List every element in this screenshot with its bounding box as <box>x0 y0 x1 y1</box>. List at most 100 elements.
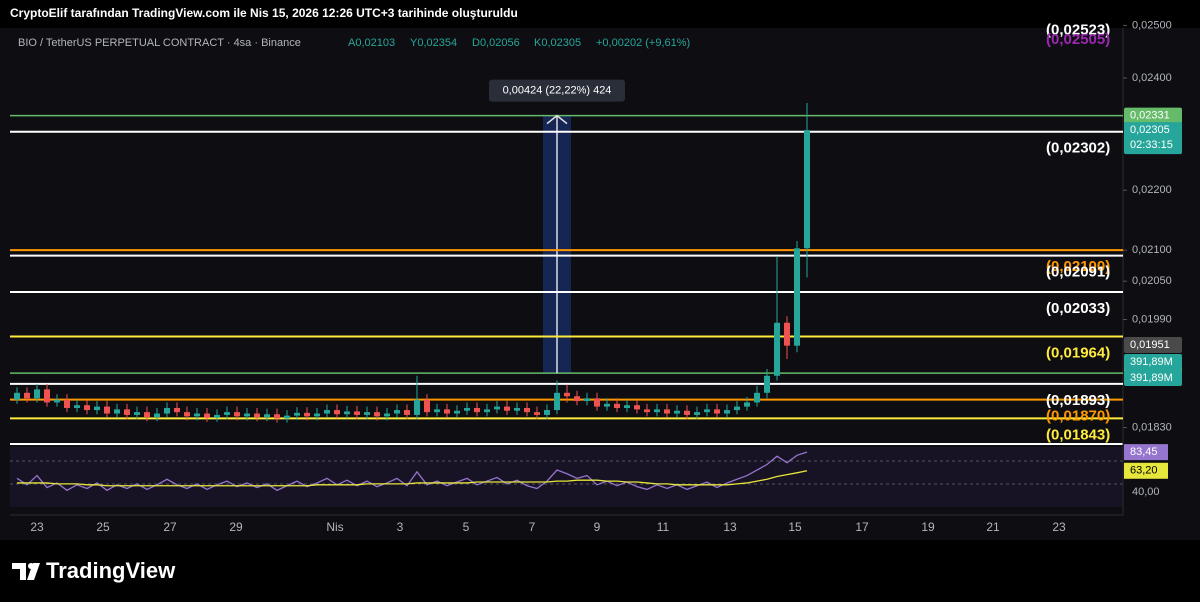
x-tick-label: Nis <box>326 520 343 534</box>
x-tick-label: 29 <box>229 520 243 534</box>
candle-body <box>244 413 250 417</box>
measure-arrowhead <box>546 114 568 125</box>
candle-body <box>114 409 120 414</box>
symbol: BIO / TetherUS PERPETUAL CONTRACT · 4sa … <box>18 37 301 49</box>
candle-body <box>134 412 140 415</box>
level-label: (0,02302) <box>1046 140 1110 157</box>
candle-body <box>284 415 290 419</box>
candle-body <box>164 407 170 414</box>
x-tick-label: 11 <box>657 520 670 534</box>
candle-body <box>494 406 500 410</box>
candle-body <box>754 392 760 403</box>
candle-body <box>774 322 780 376</box>
x-tick-label: 23 <box>1052 520 1066 534</box>
candle-body <box>354 411 360 415</box>
ohlc-value: K0,02305 <box>534 37 581 49</box>
candle-body <box>604 403 610 407</box>
candle-body <box>194 413 200 417</box>
measure-label: 0,00424 (22,22%) 424 <box>503 85 612 97</box>
candle-body <box>594 398 600 407</box>
rsi-badge <box>1124 462 1168 479</box>
volume-badge <box>1124 354 1182 370</box>
candle-body <box>64 399 70 408</box>
candle-body <box>44 389 50 403</box>
candle-body <box>34 389 40 399</box>
x-tick-label: 27 <box>163 520 177 534</box>
candle-body <box>514 407 520 411</box>
candle-body <box>744 402 750 407</box>
candle-body <box>294 412 300 416</box>
level-label: (0,02505) <box>1046 31 1110 48</box>
candle-body <box>504 406 510 411</box>
candle-body <box>584 398 590 402</box>
candle-body <box>664 409 670 414</box>
candle-body <box>724 410 730 414</box>
level-label: (0,02033) <box>1046 300 1110 317</box>
candle-body <box>154 413 160 418</box>
y-tick-label: 0,02400 <box>1132 72 1172 84</box>
level-label: (0,02091) <box>1046 264 1110 281</box>
candle-body <box>544 410 550 415</box>
x-tick-label: 9 <box>594 520 601 534</box>
footer-bar <box>0 540 1200 602</box>
candle-body <box>434 409 440 413</box>
candle-body <box>484 409 490 413</box>
level-label: (0,02100) <box>1046 258 1110 275</box>
top-bar <box>0 0 1200 28</box>
level-label: (0,01843) <box>1046 426 1110 443</box>
candle-body <box>104 406 110 414</box>
candle-body <box>804 130 810 249</box>
candle-body <box>274 414 280 419</box>
rsi-pane <box>10 447 1123 507</box>
candle-body <box>554 392 560 411</box>
y-tick-label: 0,01830 <box>1132 421 1172 433</box>
candle-body <box>444 409 450 414</box>
ohlc-value: Y0,02354 <box>410 37 457 49</box>
x-tick-label: 3 <box>397 520 404 534</box>
candle-body <box>54 399 60 403</box>
candle-body <box>714 409 720 414</box>
candle-body <box>784 322 790 346</box>
rsi-badge-label: 63,20 <box>1130 465 1158 477</box>
candle-body <box>684 410 690 415</box>
candle-body <box>94 406 100 411</box>
candle-body <box>464 407 470 411</box>
price-badge-label: 0,02331 <box>1130 110 1170 122</box>
candle-body <box>344 411 350 415</box>
y-tick-label: 0,02200 <box>1132 184 1172 196</box>
candle-body <box>424 399 430 413</box>
rsi-line <box>16 451 808 492</box>
candle-body <box>454 410 460 414</box>
candle-body <box>634 405 640 410</box>
x-tick-label: 15 <box>788 520 802 534</box>
candle-body <box>14 392 20 400</box>
candle-body <box>204 413 210 418</box>
candle-body <box>404 410 410 415</box>
candle-body <box>24 392 30 399</box>
rsi-badge <box>1124 444 1168 461</box>
candle-body <box>264 414 270 418</box>
price-badge-label: 0,02305 <box>1130 124 1170 136</box>
ohlc-value: A0,02103 <box>348 37 395 49</box>
x-tick-label: 17 <box>855 520 869 534</box>
candle-body <box>574 396 580 402</box>
x-tick-label: 19 <box>921 520 935 534</box>
x-tick-label: 23 <box>30 520 44 534</box>
volume-badge <box>1124 370 1182 386</box>
y-tick-label: 0,02100 <box>1132 244 1172 256</box>
candle-body <box>764 375 770 393</box>
candle-body <box>474 407 480 413</box>
y-tick-label: 0,02500 <box>1132 19 1172 31</box>
candle-body <box>374 412 380 417</box>
volume-badge-label: 391,89M <box>1130 356 1173 368</box>
candle-body <box>624 405 630 408</box>
candle-body <box>144 412 150 418</box>
candle-body <box>234 412 240 417</box>
candle-body <box>224 412 230 415</box>
y-tick-label: 0,02050 <box>1132 275 1172 287</box>
price-badge <box>1124 122 1182 155</box>
candle-body <box>214 414 220 418</box>
rsi-badge-label: 83,45 <box>1130 446 1158 458</box>
candle-body <box>794 248 800 346</box>
candle-body <box>334 410 340 415</box>
